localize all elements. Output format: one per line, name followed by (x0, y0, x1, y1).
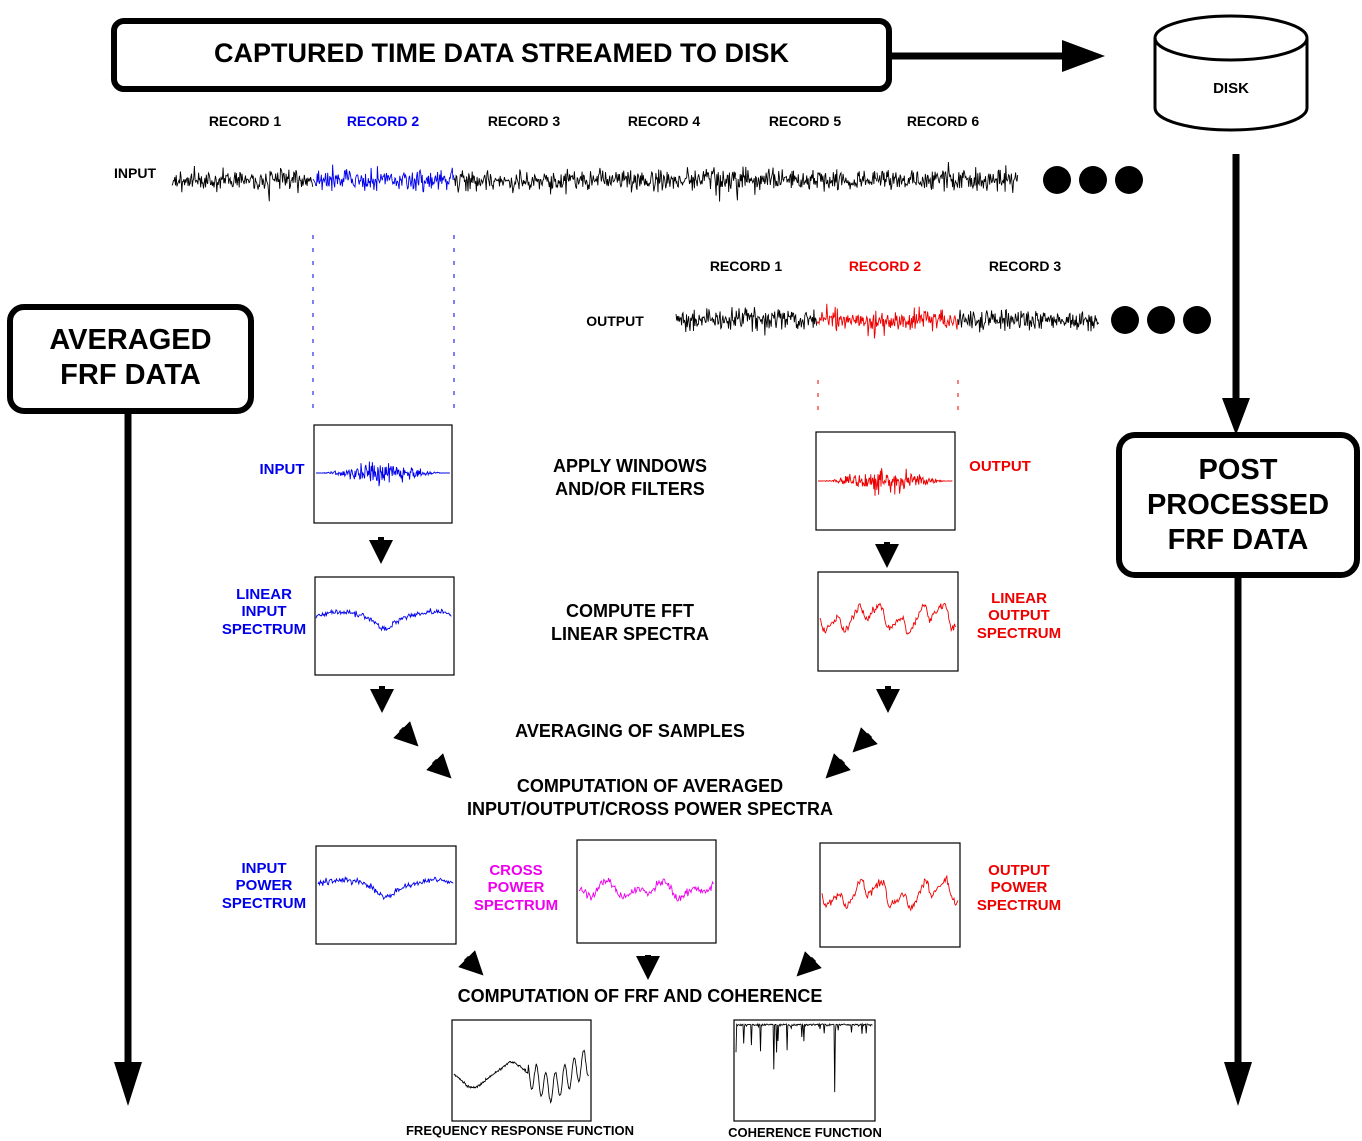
post-processed-line1: POST (1198, 454, 1278, 486)
output-power-line2: POWER (990, 879, 1048, 897)
linear-input-line1: LINEAR (236, 586, 292, 603)
linear-output-trace (819, 602, 957, 635)
input-power-line1: INPUT (241, 860, 287, 877)
input-power-label: INPUT POWER SPECTRUM (214, 860, 314, 912)
post-down-arrow (1224, 575, 1252, 1106)
step-frf: COMPUTATION OF FRF AND COHERENCE (457, 986, 823, 1006)
input-record-5: RECORD 5 (768, 113, 842, 129)
input-record-trace-6 (876, 161, 1019, 193)
linear-input-line2: INPUT (241, 603, 287, 621)
input-time-stream (171, 161, 1019, 202)
output-stream-label: OUTPUT (586, 313, 644, 329)
averaged-frf-line2: FRF DATA (60, 358, 201, 391)
output-record-2: RECORD 2 (848, 258, 922, 274)
frf-plot (451, 1019, 592, 1122)
step-fft-line2: LINEAR SPECTRA (550, 623, 709, 644)
output-record-trace-3 (957, 308, 1100, 333)
cross-power-trace (578, 877, 714, 902)
cross-power-line2: POWER (487, 879, 545, 897)
cross-power-line1: CROSS (489, 862, 543, 879)
output-record-guides (817, 380, 959, 410)
output-record-trace-1 (675, 307, 818, 336)
arrow-avg-left-2 (426, 753, 452, 779)
disk-icon (1153, 14, 1309, 132)
output-power-trace (821, 874, 959, 912)
input-record-2: RECORD 2 (346, 113, 420, 129)
flow-arrows (369, 537, 900, 980)
arrow-avg-right-2 (825, 753, 851, 779)
averaged-frf-title: AVERAGED FRF DATA (10, 323, 251, 393)
step-power-line2: INPUT/OUTPUT/CROSS POWER SPECTRA (466, 798, 834, 819)
arrow-input-power-to-frf (458, 950, 484, 976)
output-window-label: OUTPUT (969, 458, 1031, 475)
input-record-4: RECORD 4 (627, 113, 701, 129)
disk-down-arrow (1222, 154, 1250, 435)
linear-output-line3: SPECTRUM (976, 624, 1062, 642)
input-record-trace-4 (594, 167, 737, 202)
linear-input-label: LINEAR INPUT SPECTRUM (214, 586, 314, 638)
step-averaging: AVERAGING OF SAMPLES (515, 721, 745, 741)
linear-input-plot (314, 576, 455, 676)
arrow-output-power-to-frf (796, 951, 822, 977)
input-power-trace (317, 875, 454, 901)
output-power-line1: OUTPUT (988, 862, 1050, 879)
input-record-1: RECORD 1 (208, 113, 282, 129)
linear-output-label: LINEAR OUTPUT SPECTRUM (966, 590, 1072, 642)
coherence-trace (735, 1022, 873, 1093)
banner-title: CAPTURED TIME DATA STREAMED TO DISK (213, 38, 789, 68)
output-ellipsis-icon (1111, 306, 1211, 334)
input-record-trace-3 (453, 168, 596, 195)
input-record-guides (312, 235, 455, 410)
post-processed-line3: FRF DATA (1167, 523, 1309, 556)
step-windows-line2: AND/OR FILTERS (555, 478, 705, 499)
linear-input-line3: SPECTRUM (221, 620, 307, 638)
coherence-caption: COHERENCE FUNCTION (728, 1125, 882, 1140)
step-fft-line1: COMPUTE FFT (566, 601, 694, 621)
cross-power-line3: SPECTRUM (473, 896, 559, 914)
frf-trace (453, 1049, 589, 1104)
output-window-trace (818, 468, 953, 496)
input-window-trace (316, 461, 450, 487)
averaged-down-arrow (114, 411, 142, 1106)
output-time-stream (675, 303, 1100, 339)
plot-traces (315, 461, 959, 1104)
output-power-line3: SPECTRUM (976, 896, 1062, 914)
input-record-trace-5 (735, 166, 878, 201)
step-fft: COMPUTE FFT LINEAR SPECTRA (520, 600, 740, 645)
linear-output-line2: OUTPUT (988, 607, 1050, 625)
input-record-3: RECORD 3 (487, 113, 561, 129)
output-power-label: OUTPUT POWER SPECTRUM (966, 862, 1072, 914)
input-record-trace-2 (312, 164, 455, 193)
linear-output-line1: LINEAR (991, 590, 1047, 607)
input-window-label: INPUT (259, 461, 305, 478)
linear-output-plot (817, 571, 959, 672)
input-power-line2: POWER (235, 877, 293, 895)
input-ellipsis-icon (1043, 166, 1143, 194)
step-windows: APPLY WINDOWS AND/OR FILTERS (520, 455, 740, 500)
step-power-line1: COMPUTATION OF AVERAGED (516, 776, 784, 796)
cross-power-label: CROSS POWER SPECTRUM (466, 862, 566, 914)
input-stream-label: INPUT (114, 165, 156, 181)
input-power-line3: SPECTRUM (221, 894, 307, 912)
disk-label: DISK (1213, 80, 1249, 97)
linear-input-trace (315, 608, 452, 632)
step-power: COMPUTATION OF AVERAGED INPUT/OUTPUT/CRO… (380, 775, 920, 820)
post-processed-line2: PROCESSED (1146, 488, 1330, 521)
arrow-avg-left-1 (393, 721, 419, 747)
output-power-plot (819, 842, 961, 948)
banner-to-disk-arrow (889, 40, 1105, 72)
output-record-trace-2 (816, 303, 959, 339)
input-record-6: RECORD 6 (906, 113, 980, 129)
output-record-3: RECORD 3 (988, 258, 1062, 274)
averaged-frf-line1: AVERAGED (49, 324, 212, 356)
output-record-1: RECORD 1 (709, 258, 783, 274)
post-processed-title: POST PROCESSED FRF DATA (1119, 453, 1357, 557)
frf-caption: FREQUENCY RESPONSE FUNCTION (405, 1123, 634, 1138)
step-windows-line1: APPLY WINDOWS (552, 456, 708, 476)
arrow-avg-right-1 (852, 727, 878, 753)
input-record-trace-1 (171, 165, 314, 202)
